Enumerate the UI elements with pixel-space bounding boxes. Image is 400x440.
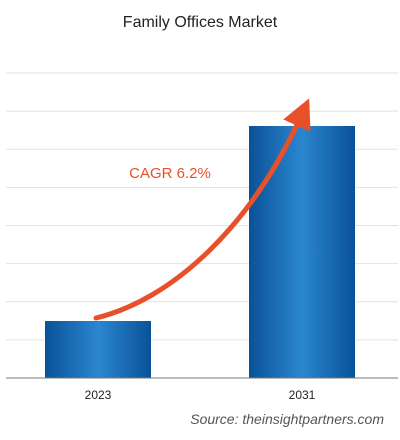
x-tick-label: 2031 <box>289 388 316 402</box>
cagr-annotation: CAGR 6.2% <box>129 165 211 182</box>
cagr-arrow <box>93 98 311 321</box>
chart-title: Family Offices Market <box>122 14 278 31</box>
source-credit: Source: theinsightpartners.com <box>190 411 384 427</box>
x-tick-label: 2023 <box>85 388 112 402</box>
bar-2023 <box>45 321 151 378</box>
x-tick-labels: 2023 2031 <box>85 388 316 402</box>
bar-2031 <box>249 126 355 378</box>
bars <box>45 126 355 378</box>
